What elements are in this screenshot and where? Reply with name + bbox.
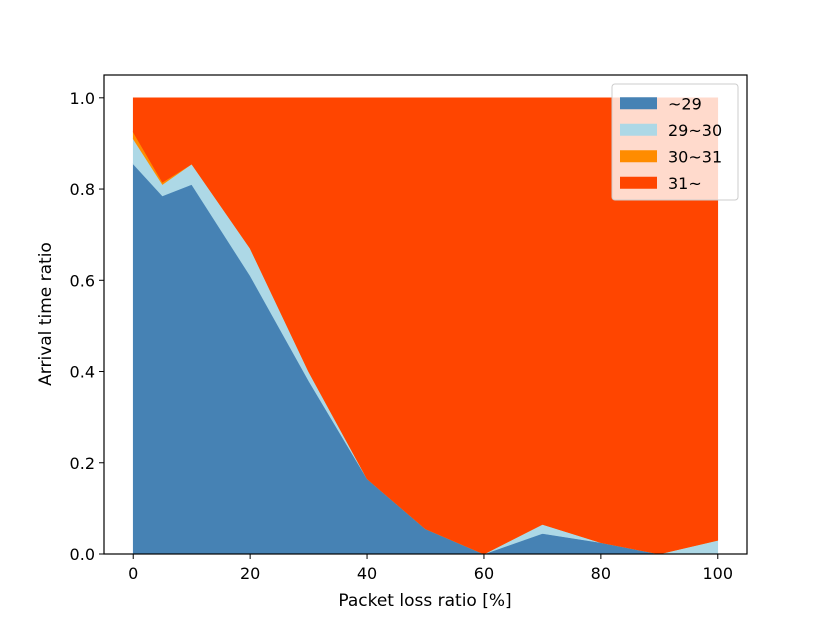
x-axis-label: Packet loss ratio [%] <box>338 591 511 611</box>
x-tick-label: 20 <box>240 564 260 583</box>
legend: ~29 29~30 30~31 31~ <box>611 83 739 201</box>
legend-label: 31~ <box>668 174 702 193</box>
y-tick-label: 0.4 <box>70 363 95 382</box>
legend-label: ~29 <box>668 94 702 113</box>
y-tick-label: 0.6 <box>70 271 95 290</box>
y-axis-label: Arrival time ratio <box>36 242 56 386</box>
legend-swatch <box>620 123 657 136</box>
ticks-layer: 0 20 40 60 80 100 0.0 0.2 0.4 0.6 0.8 1.0 <box>70 89 733 583</box>
x-tick-label: 80 <box>591 564 611 583</box>
plot-frame <box>103 74 748 555</box>
x-tick-label: 100 <box>702 564 733 583</box>
legend-swatch <box>620 176 657 189</box>
legend-label: 29~30 <box>668 121 722 140</box>
legend-label: 30~31 <box>668 147 722 166</box>
y-tick-label: 1.0 <box>70 89 95 108</box>
legend-swatch <box>620 150 657 163</box>
legend-swatch <box>620 97 657 110</box>
area-series-3 <box>132 97 719 555</box>
x-tick-label: 60 <box>474 564 494 583</box>
x-tick-label: 0 <box>128 564 138 583</box>
x-tick-label: 40 <box>357 564 377 583</box>
legend-box <box>611 83 739 201</box>
y-tick-label: 0.0 <box>70 545 95 564</box>
y-tick-label: 0.2 <box>70 454 95 473</box>
y-tick-label: 0.8 <box>70 180 95 199</box>
